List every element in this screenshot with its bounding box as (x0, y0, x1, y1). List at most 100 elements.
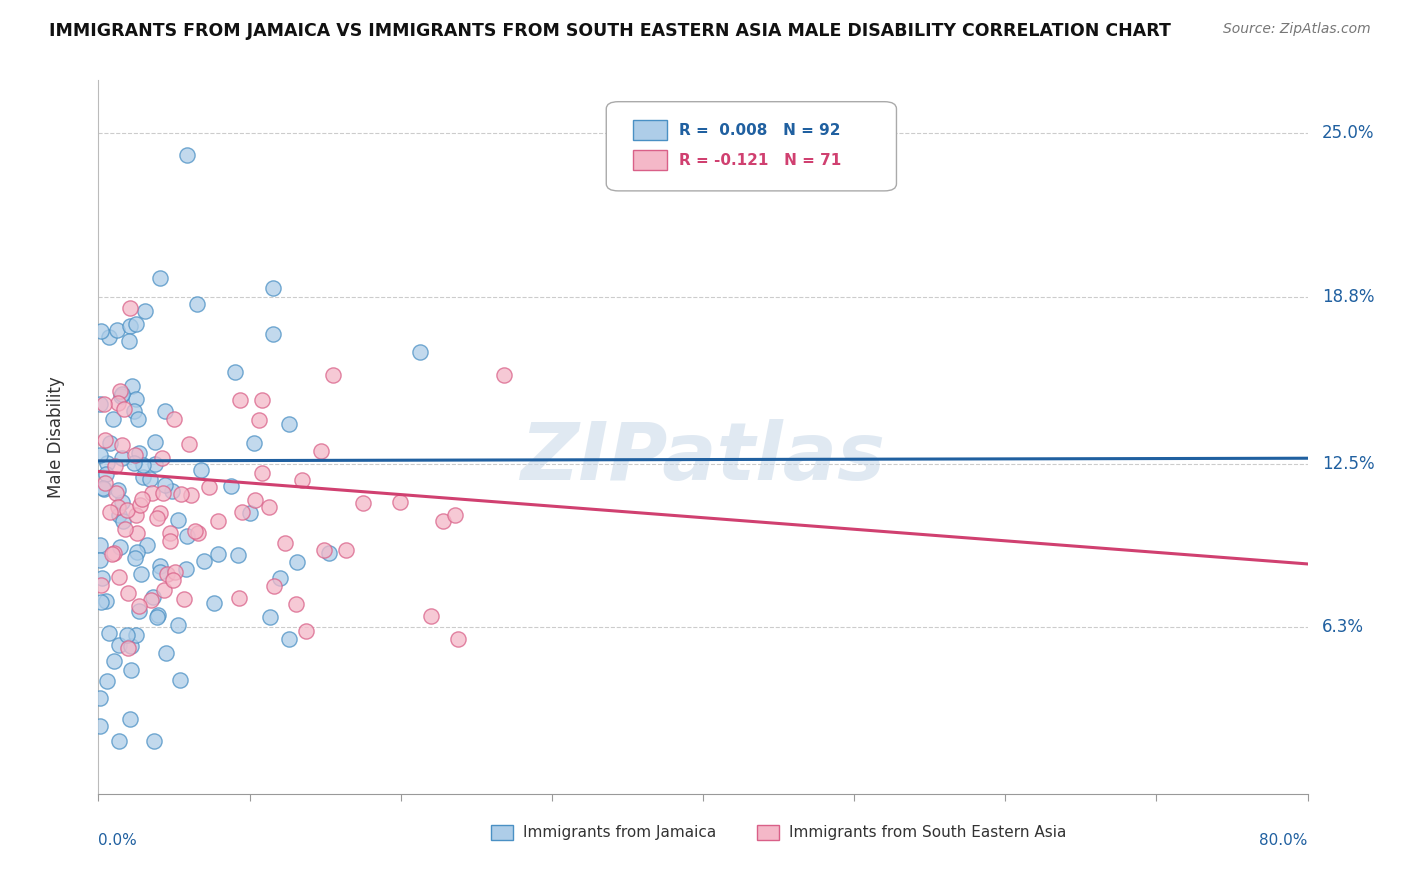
Point (115, 502, 138, 516)
Point (184, 524, 207, 538)
Point (122, 456, 145, 470)
Point (111, 437, 134, 451)
Point (100, 547, 122, 561)
Point (180, 488, 202, 502)
Point (146, 607, 169, 622)
Bar (633, 120, 666, 140)
Point (162, 573, 184, 587)
Point (314, 542, 336, 557)
Point (142, 590, 165, 604)
Point (93, 483, 115, 497)
Point (104, 459, 127, 474)
Point (124, 448, 146, 462)
Point (90, 578, 112, 592)
Point (432, 514, 454, 528)
Point (318, 546, 340, 560)
Point (169, 673, 191, 687)
Point (444, 508, 467, 522)
Point (132, 469, 155, 483)
Point (114, 522, 136, 536)
Point (94, 434, 117, 448)
Point (153, 478, 176, 492)
Bar (633, 150, 666, 170)
Point (239, 507, 262, 521)
Point (207, 514, 229, 528)
Point (174, 561, 197, 575)
Point (117, 640, 139, 655)
Point (153, 583, 176, 598)
Point (93, 476, 115, 491)
Point (89, 448, 111, 462)
Point (115, 627, 138, 641)
Text: IMMIGRANTS FROM JAMAICA VS IMMIGRANTS FROM SOUTH EASTERN ASIA MALE DISABILITY CO: IMMIGRANTS FROM JAMAICA VS IMMIGRANTS FR… (49, 22, 1171, 40)
Point (148, 559, 170, 574)
Point (409, 344, 432, 359)
Point (262, 281, 284, 295)
Text: Male Disability: Male Disability (46, 376, 65, 498)
Point (259, 609, 281, 624)
Point (179, 437, 201, 451)
Point (193, 554, 215, 568)
Point (187, 526, 209, 541)
Point (125, 392, 148, 407)
Point (274, 536, 297, 550)
Point (97, 330, 120, 344)
Point (90, 571, 112, 585)
Point (98, 626, 121, 640)
Point (131, 491, 153, 506)
Point (107, 508, 129, 523)
Point (108, 734, 131, 748)
Point (263, 579, 285, 593)
Point (160, 483, 183, 498)
Point (110, 389, 132, 403)
Point (309, 443, 332, 458)
Point (129, 567, 152, 582)
Point (94, 594, 117, 608)
Point (125, 508, 148, 522)
Point (257, 500, 280, 514)
Point (250, 393, 273, 408)
Point (89, 690, 111, 705)
Point (136, 537, 159, 551)
Point (121, 379, 143, 393)
Point (89, 397, 111, 411)
Point (150, 451, 173, 466)
Point (128, 604, 150, 618)
Point (128, 599, 150, 613)
Point (176, 147, 198, 161)
Point (125, 628, 148, 642)
Point (190, 463, 212, 477)
Point (269, 570, 291, 584)
Point (162, 412, 184, 426)
Point (231, 505, 253, 519)
Point (419, 609, 441, 624)
Point (108, 570, 131, 584)
Point (155, 404, 177, 418)
Point (143, 734, 166, 748)
Point (107, 396, 129, 410)
Point (127, 526, 149, 541)
Point (125, 545, 148, 559)
Point (93, 397, 115, 411)
Point (295, 624, 318, 639)
Point (127, 412, 149, 426)
Point (176, 529, 198, 543)
Point (122, 404, 145, 418)
Point (167, 513, 190, 527)
Point (247, 413, 270, 427)
Point (111, 387, 134, 401)
Text: 0.0%: 0.0% (98, 833, 138, 848)
Point (277, 632, 299, 647)
Point (108, 384, 131, 398)
Point (352, 496, 374, 510)
Point (134, 304, 156, 318)
Point (107, 483, 129, 497)
Point (285, 555, 308, 569)
Point (89, 538, 111, 552)
Point (139, 593, 162, 607)
Bar (758, 824, 779, 840)
Point (243, 435, 266, 450)
Point (98, 436, 121, 450)
Point (108, 540, 131, 554)
Point (152, 486, 174, 500)
